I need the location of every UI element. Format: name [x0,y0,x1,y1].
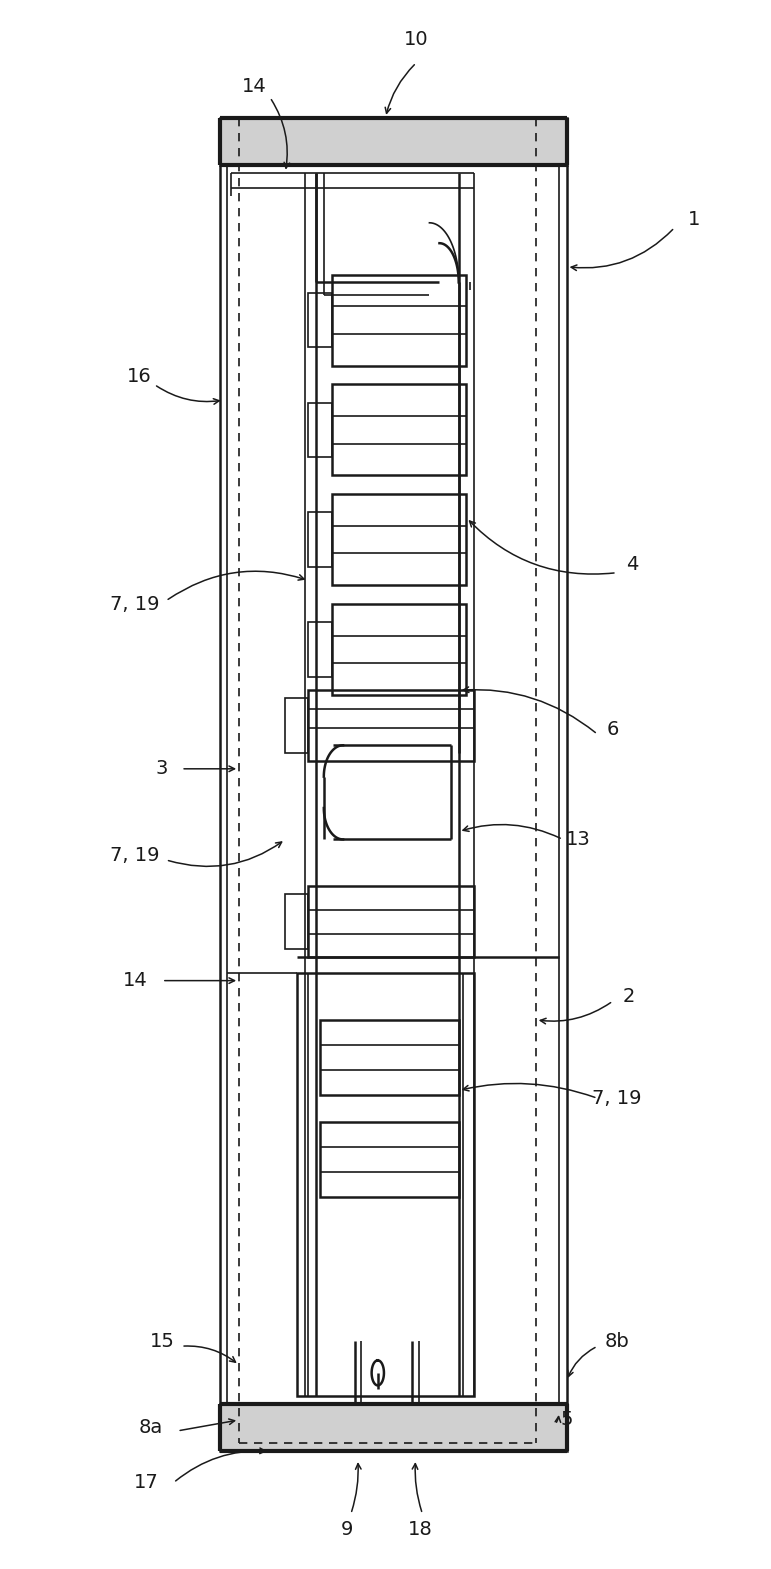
Text: 18: 18 [408,1520,433,1539]
Bar [308,886,474,957]
Text: 13: 13 [566,830,591,849]
Text: 14: 14 [123,971,147,990]
Bar [308,623,332,676]
Bar [332,494,466,585]
Text: 2: 2 [622,987,635,1006]
Bar [332,384,466,475]
Bar [285,894,308,949]
Text: 14: 14 [242,77,267,96]
Bar [220,1404,567,1451]
Text: 4: 4 [626,555,638,574]
Text: 10: 10 [404,30,429,49]
Bar [308,293,332,347]
Text: 17: 17 [134,1473,159,1492]
Text: 3: 3 [156,759,168,778]
Bar [320,1020,459,1095]
Bar [285,698,308,753]
Text: 8a: 8a [138,1418,163,1437]
Text: 6: 6 [607,720,619,739]
Text: 8b: 8b [604,1332,629,1351]
Text: 5: 5 [561,1411,573,1429]
Bar [332,604,466,695]
Bar [297,973,474,1396]
Bar [308,403,332,457]
Bar [308,513,332,566]
Text: 7, 19: 7, 19 [110,846,160,865]
Text: 1: 1 [688,210,700,229]
Bar [320,1122,459,1197]
Text: 7, 19: 7, 19 [110,595,160,613]
Text: 9: 9 [341,1520,353,1539]
Text: 15: 15 [150,1332,174,1351]
Bar [220,118,567,165]
Text: 7, 19: 7, 19 [592,1089,641,1108]
Bar [332,275,466,366]
Bar [308,690,474,761]
Text: 16: 16 [126,367,151,386]
